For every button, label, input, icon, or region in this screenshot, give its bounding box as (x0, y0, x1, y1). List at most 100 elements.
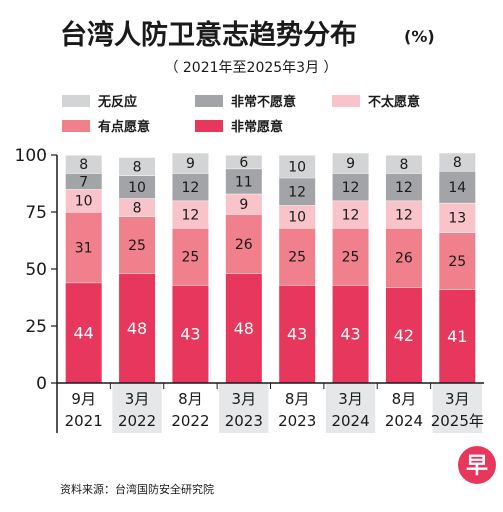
bar-label-3-0: 7 (79, 174, 88, 190)
bar-label-1-1: 25 (128, 238, 146, 254)
bar-label-4-5: 9 (346, 156, 355, 172)
bar-segment-4-7 (439, 152, 476, 171)
x-tick-label-month-6: 8月 (392, 390, 417, 408)
bar-label-1-7: 25 (448, 254, 466, 270)
bar-label-0-0: 44 (74, 324, 94, 343)
bar-label-0-2: 43 (180, 325, 200, 344)
bar-label-1-3: 26 (235, 237, 253, 253)
x-tick-label-year-1: 2022 (118, 412, 156, 430)
bar-segment-2-6 (385, 200, 422, 228)
bar-segment-3-5 (332, 173, 369, 201)
bar-label-1-6: 26 (395, 251, 413, 267)
bar-segment-2-4 (279, 205, 316, 228)
bar-segment-3-6 (385, 173, 422, 201)
bar-segment-3-2 (172, 173, 209, 201)
bar-segment-1-1 (119, 216, 156, 274)
x-tick-label-year-3: 2023 (225, 412, 263, 430)
bar-label-4-6: 8 (399, 157, 408, 173)
bar-label-4-7: 8 (453, 155, 462, 171)
bar-segment-0-3 (225, 273, 262, 383)
bar-label-0-6: 42 (394, 326, 414, 345)
bar-segment-4-5 (332, 152, 369, 174)
bar-segment-3-1 (119, 175, 156, 199)
bar-label-0-1: 48 (127, 319, 147, 338)
bar-label-2-0: 10 (75, 194, 93, 210)
legend-label-0: 无反应 (97, 94, 137, 110)
bar-label-2-2: 12 (182, 207, 200, 223)
logo-char: 早 (466, 454, 488, 479)
bar-segment-1-4 (279, 227, 316, 285)
bar-label-3-5: 12 (342, 180, 360, 196)
bar-label-2-1: 8 (133, 200, 142, 216)
bar-segment-0-4 (279, 284, 316, 383)
legend-swatch-4 (195, 120, 223, 132)
legend-label-1: 非常不愿意 (231, 94, 296, 110)
chart-title-unit: (%) (404, 27, 435, 46)
y-tick-label-4: 100 (15, 146, 47, 166)
bar-segment-2-1 (119, 198, 156, 217)
bar-segment-3-7 (439, 170, 476, 203)
x-tick-label-month-7: 3月 (445, 390, 470, 408)
bar-label-1-0: 31 (75, 240, 93, 256)
legend-swatch-0 (62, 95, 90, 107)
bar-segment-0-1 (119, 273, 156, 383)
bar-segment-1-0 (65, 212, 102, 283)
bar-label-2-4: 10 (288, 210, 306, 226)
bar-segment-4-3 (225, 155, 262, 169)
bar-segment-2-5 (332, 200, 369, 228)
bar-segment-0-2 (172, 284, 209, 383)
bar-segment-4-0 (65, 155, 102, 174)
bar-label-4-2: 9 (186, 156, 195, 172)
category-shade-3 (219, 383, 269, 433)
logo-circle (458, 446, 496, 484)
x-tick-label-year-2: 2022 (171, 412, 209, 430)
x-tick-label-month-0: 9月 (71, 390, 96, 408)
bar-label-1-5: 25 (342, 250, 360, 266)
source-note: 资料来源：台湾国防安全研究院 (60, 482, 214, 496)
bar-segment-2-7 (439, 202, 476, 233)
legend-swatch-1 (195, 95, 223, 107)
bar-label-3-3: 11 (235, 174, 253, 190)
category-shade-1 (112, 383, 162, 433)
bar-segment-2-3 (225, 193, 262, 215)
bar-label-3-7: 14 (448, 180, 466, 196)
bar-label-0-7: 41 (447, 327, 467, 346)
bar-label-3-1: 10 (128, 180, 146, 196)
x-tick-label-year-7: 2025年 (431, 412, 484, 430)
y-tick-label-2: 50 (25, 260, 47, 280)
bar-label-3-2: 12 (182, 180, 200, 196)
bar-segment-2-0 (65, 189, 102, 212)
bar-label-2-6: 12 (395, 207, 413, 223)
bar-label-3-6: 12 (395, 180, 413, 196)
bar-segment-3-4 (279, 177, 316, 206)
y-tick-label-3: 75 (25, 203, 47, 223)
bar-label-2-3: 9 (239, 197, 248, 213)
legend-swatch-3 (62, 120, 90, 132)
legend-label-4: 非常愿意 (231, 119, 283, 135)
bar-label-1-2: 25 (182, 250, 200, 266)
bar-segment-4-1 (119, 157, 156, 176)
bar-label-4-4: 10 (288, 159, 306, 175)
legend-label-2: 不太愿意 (368, 94, 420, 110)
bar-segment-1-6 (385, 227, 422, 288)
bar-label-2-7: 13 (448, 211, 466, 227)
y-tick-label-1: 25 (25, 317, 47, 337)
bar-label-4-1: 8 (133, 159, 142, 175)
legend-swatch-2 (332, 95, 360, 107)
bar-label-3-4: 12 (288, 185, 306, 201)
x-tick-label-month-5: 3月 (338, 390, 363, 408)
y-tick-label-0: 0 (36, 374, 47, 394)
bar-segment-1-2 (172, 227, 209, 285)
bar-segment-1-3 (225, 214, 262, 274)
bar-segment-0-7 (439, 289, 476, 383)
bar-segment-0-6 (385, 287, 422, 383)
bar-segment-4-2 (172, 152, 209, 174)
newspaper-logo: 早 (458, 446, 496, 484)
chart-title: 台湾人防卫意志趋势分布 (60, 19, 357, 51)
category-shade-7 (432, 383, 482, 433)
bar-segment-3-3 (225, 168, 262, 194)
x-tick-label-month-4: 8月 (285, 390, 310, 408)
bar-segment-4-6 (385, 155, 422, 174)
